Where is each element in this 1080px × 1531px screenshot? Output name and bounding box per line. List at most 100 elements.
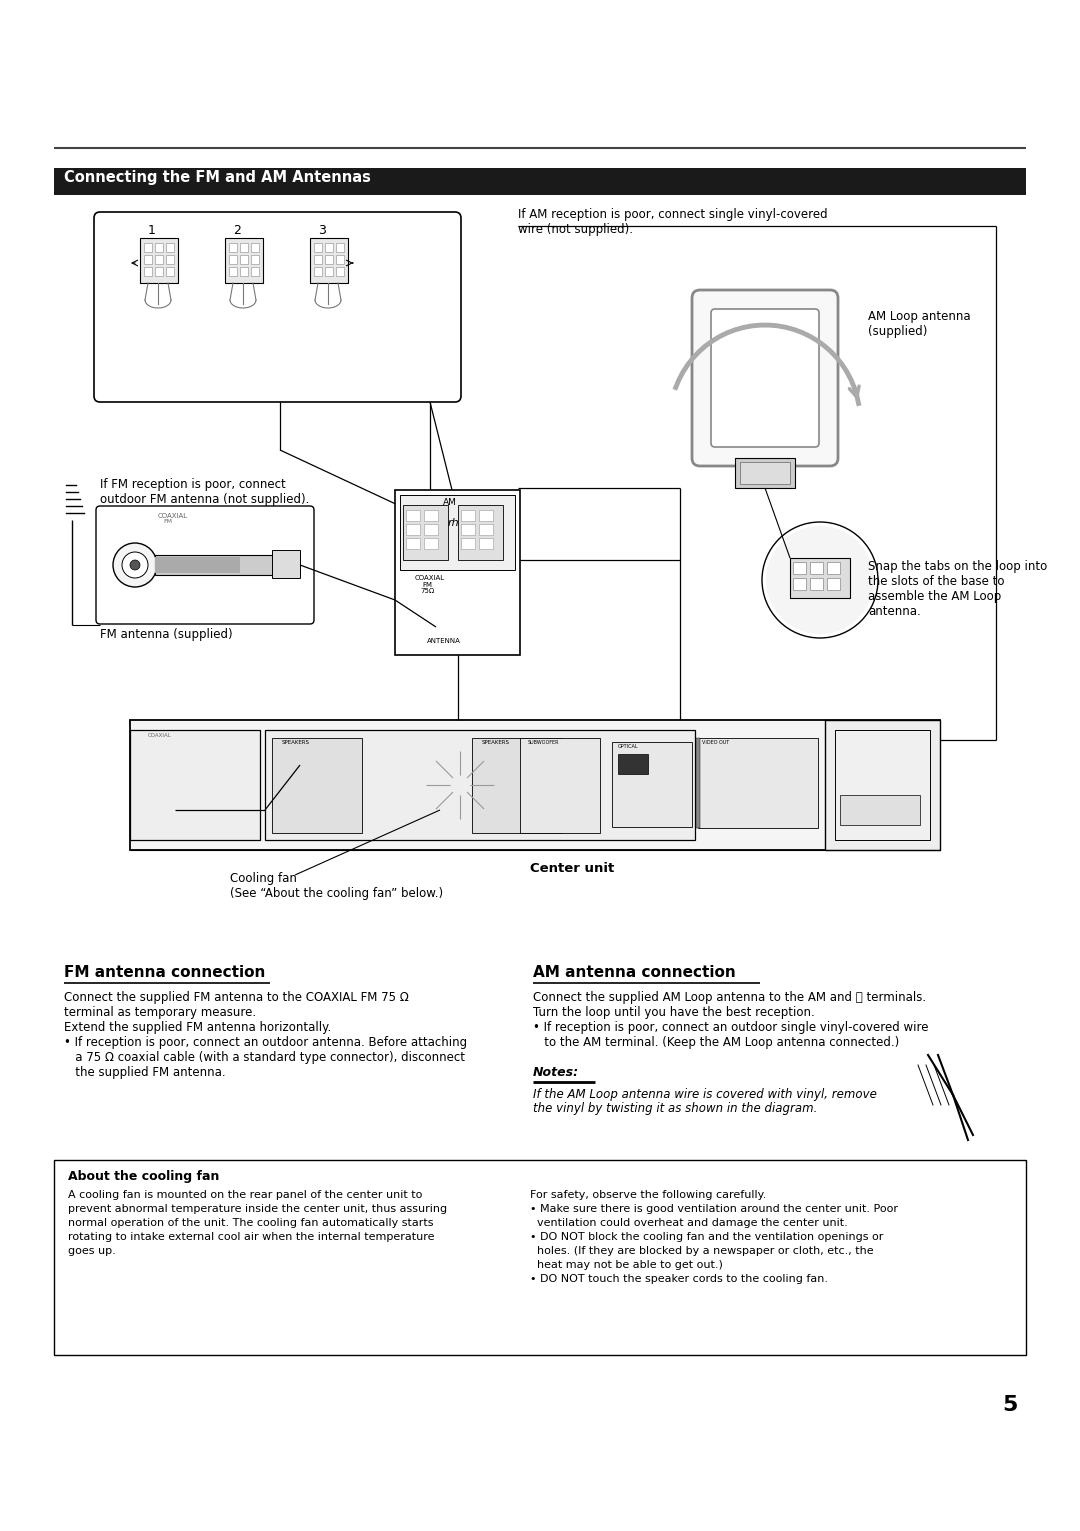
Text: FM: FM bbox=[163, 519, 172, 524]
Bar bbox=[810, 562, 823, 574]
Bar bbox=[144, 243, 152, 253]
Bar bbox=[240, 243, 248, 253]
Bar bbox=[395, 490, 519, 655]
Bar bbox=[325, 266, 333, 276]
Text: prevent abnormal temperature inside the center unit, thus assuring: prevent abnormal temperature inside the … bbox=[68, 1203, 447, 1214]
Bar bbox=[793, 562, 806, 574]
Circle shape bbox=[762, 522, 878, 638]
Text: OPTICAL: OPTICAL bbox=[618, 744, 638, 749]
Text: VIDEO OUT: VIDEO OUT bbox=[702, 739, 729, 746]
Text: For safety, observe the following carefully.: For safety, observe the following carefu… bbox=[530, 1190, 766, 1200]
Text: About the cooling fan: About the cooling fan bbox=[68, 1170, 219, 1183]
Circle shape bbox=[527, 778, 543, 795]
Circle shape bbox=[699, 761, 721, 782]
Circle shape bbox=[755, 761, 777, 782]
Circle shape bbox=[552, 750, 568, 766]
Text: Cooling fan
(See “About the cooling fan” below.): Cooling fan (See “About the cooling fan”… bbox=[230, 873, 443, 900]
Text: Turn the loop until you have the best reception.: Turn the loop until you have the best re… bbox=[534, 1006, 814, 1020]
Circle shape bbox=[283, 778, 301, 795]
Text: Connecting the FM and AM Antennas: Connecting the FM and AM Antennas bbox=[64, 170, 370, 185]
Circle shape bbox=[153, 766, 197, 810]
Circle shape bbox=[130, 560, 140, 570]
Bar bbox=[130, 730, 260, 841]
Bar bbox=[272, 738, 362, 833]
FancyBboxPatch shape bbox=[96, 507, 314, 625]
Text: If the AM Loop antenna wire is covered with vinyl, remove: If the AM Loop antenna wire is covered w… bbox=[534, 1089, 877, 1101]
Text: Connect the supplied AM Loop antenna to the AM and ⌵ terminals.: Connect the supplied AM Loop antenna to … bbox=[534, 991, 927, 1004]
Bar bbox=[156, 556, 275, 576]
Text: a 75 Ω coaxial cable (with a standard type connector), disconnect: a 75 Ω coaxial cable (with a standard ty… bbox=[64, 1050, 465, 1064]
Text: COAXIAL: COAXIAL bbox=[415, 576, 445, 580]
Bar bbox=[325, 243, 333, 253]
Text: • DO NOT block the cooling fan and the ventilation openings or: • DO NOT block the cooling fan and the v… bbox=[530, 1232, 883, 1242]
Circle shape bbox=[287, 753, 297, 762]
Bar bbox=[793, 579, 806, 589]
Circle shape bbox=[170, 782, 180, 793]
Bar bbox=[144, 266, 152, 276]
Bar bbox=[406, 537, 420, 550]
Text: Snap the tabs on the loop into
the slots of the base to
assemble the AM Loop
ant: Snap the tabs on the loop into the slots… bbox=[868, 560, 1048, 619]
Text: COAXIAL: COAXIAL bbox=[148, 733, 172, 738]
FancyBboxPatch shape bbox=[711, 309, 819, 447]
Circle shape bbox=[444, 612, 472, 641]
Text: FM antenna (supplied): FM antenna (supplied) bbox=[100, 628, 232, 641]
Circle shape bbox=[513, 778, 531, 795]
Text: FM antenna connection: FM antenna connection bbox=[64, 965, 266, 980]
Circle shape bbox=[436, 605, 480, 649]
Circle shape bbox=[411, 736, 508, 833]
Circle shape bbox=[704, 766, 716, 778]
Text: If AM reception is poor, connect single vinyl-covered
wire (not supplied).: If AM reception is poor, connect single … bbox=[518, 208, 827, 236]
Circle shape bbox=[513, 749, 531, 767]
Bar bbox=[325, 256, 333, 263]
Text: COAXIAL: COAXIAL bbox=[158, 513, 188, 519]
Bar bbox=[240, 256, 248, 263]
Bar bbox=[810, 579, 823, 589]
Bar bbox=[406, 510, 420, 521]
Bar bbox=[54, 1160, 1026, 1355]
Bar bbox=[400, 495, 515, 570]
Text: Connect the supplied FM antenna to the COAXIAL FM 75 Ω: Connect the supplied FM antenna to the C… bbox=[64, 991, 409, 1004]
Text: AM Loop antenna
(supplied): AM Loop antenna (supplied) bbox=[868, 309, 971, 338]
Circle shape bbox=[650, 764, 670, 784]
Bar bbox=[696, 738, 700, 828]
Bar bbox=[461, 510, 475, 521]
Bar bbox=[519, 738, 600, 833]
Bar bbox=[251, 266, 259, 276]
Circle shape bbox=[483, 778, 501, 795]
Circle shape bbox=[113, 544, 157, 586]
Circle shape bbox=[313, 778, 330, 795]
Bar bbox=[827, 562, 840, 574]
Bar bbox=[166, 256, 174, 263]
Bar bbox=[472, 738, 562, 833]
Text: rotating to intake external cool air when the internal temperature: rotating to intake external cool air whe… bbox=[68, 1232, 434, 1242]
Text: Notes:: Notes: bbox=[534, 1066, 579, 1079]
Circle shape bbox=[552, 778, 568, 795]
Circle shape bbox=[424, 749, 496, 821]
Circle shape bbox=[318, 781, 327, 792]
Text: A cooling fan is mounted on the rear panel of the center unit to: A cooling fan is mounted on the rear pan… bbox=[68, 1190, 422, 1200]
Bar bbox=[156, 243, 163, 253]
Bar bbox=[166, 243, 174, 253]
Text: FM: FM bbox=[422, 582, 432, 588]
Bar bbox=[612, 743, 692, 827]
Text: rh: rh bbox=[448, 517, 460, 528]
Text: heat may not be able to get out.): heat may not be able to get out.) bbox=[530, 1260, 723, 1271]
Circle shape bbox=[287, 781, 297, 792]
Bar bbox=[156, 256, 163, 263]
Text: AM: AM bbox=[443, 498, 457, 507]
Bar bbox=[461, 537, 475, 550]
Bar bbox=[424, 524, 438, 534]
Bar bbox=[825, 720, 940, 850]
Bar bbox=[735, 458, 795, 488]
Bar bbox=[156, 266, 163, 276]
Circle shape bbox=[161, 775, 189, 802]
Circle shape bbox=[732, 766, 744, 778]
Text: terminal as temporary measure.: terminal as temporary measure. bbox=[64, 1006, 256, 1020]
Circle shape bbox=[848, 762, 862, 778]
Bar bbox=[698, 738, 818, 828]
Text: • Make sure there is good ventilation around the center unit. Poor: • Make sure there is good ventilation ar… bbox=[530, 1203, 897, 1214]
Bar bbox=[480, 510, 492, 521]
Bar bbox=[835, 730, 930, 841]
Text: ANTENNA: ANTENNA bbox=[427, 638, 461, 645]
Text: Extend the supplied FM antenna horizontally.: Extend the supplied FM antenna horizonta… bbox=[64, 1021, 332, 1033]
